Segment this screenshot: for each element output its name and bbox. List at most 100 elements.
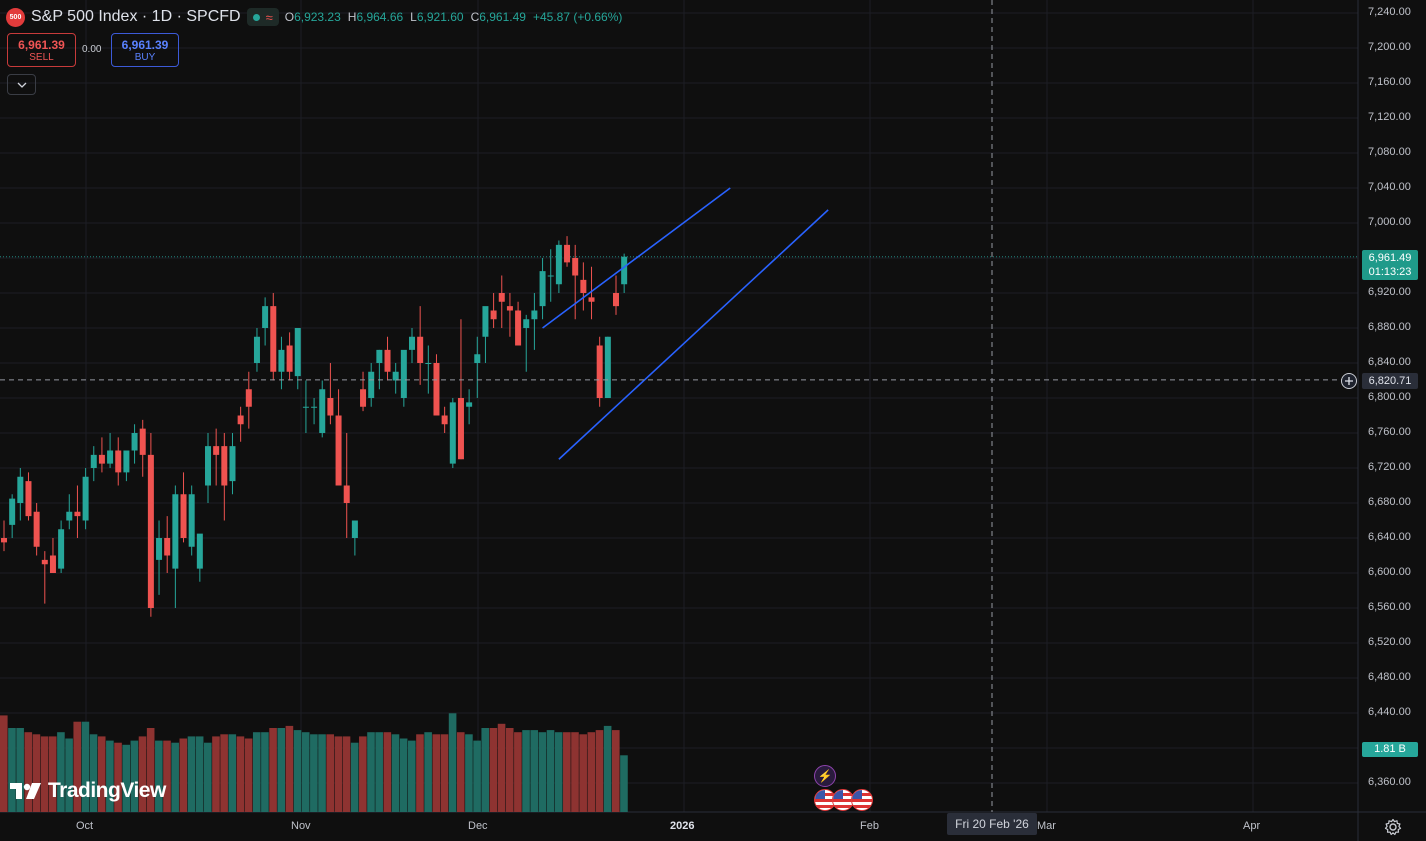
candle-body[interactable] <box>66 511 73 521</box>
candle-body[interactable] <box>9 498 16 525</box>
candle-body[interactable] <box>466 402 473 407</box>
candle-body[interactable] <box>506 306 513 311</box>
candle-body[interactable] <box>205 446 211 486</box>
tradingview-logo[interactable]: TradingView <box>10 779 166 803</box>
us-flag-event-icon[interactable] <box>851 789 873 811</box>
candle-body[interactable] <box>539 271 546 307</box>
candle-body[interactable] <box>139 428 146 455</box>
candle-body[interactable] <box>498 293 505 302</box>
settings-gear-icon[interactable] <box>1384 818 1402 836</box>
candle-body[interactable] <box>74 511 81 517</box>
candle-body[interactable] <box>115 450 122 473</box>
volume-bar <box>228 734 237 812</box>
volume-bar <box>138 736 147 812</box>
candle-body[interactable] <box>221 446 228 486</box>
candle-body[interactable] <box>409 336 415 350</box>
time-tick-label: Apr <box>1243 820 1261 832</box>
candle-body[interactable] <box>82 476 89 521</box>
candle-body[interactable] <box>621 256 628 285</box>
candle-body[interactable] <box>343 485 350 504</box>
candle-body[interactable] <box>253 336 260 363</box>
candle-body[interactable] <box>278 349 285 372</box>
price-tick-label: 6,720.00 <box>1368 461 1411 473</box>
trendline-upper[interactable] <box>542 187 731 329</box>
candle-body[interactable] <box>188 494 195 547</box>
candle-body[interactable] <box>98 454 105 464</box>
candle-body[interactable] <box>311 406 318 408</box>
candle-body[interactable] <box>245 389 252 407</box>
candle-body[interactable] <box>555 244 562 285</box>
candle-body[interactable] <box>572 258 579 276</box>
candle-body[interactable] <box>425 363 432 364</box>
candle-body[interactable] <box>531 310 538 320</box>
candle-body[interactable] <box>156 538 163 560</box>
volume-bar <box>603 725 612 812</box>
candle-body[interactable] <box>384 349 391 372</box>
market-status[interactable]: ≈ <box>246 8 279 26</box>
candle-body[interactable] <box>123 450 130 473</box>
candle-body[interactable] <box>596 345 603 399</box>
lightning-event-icon[interactable]: ⚡ <box>814 765 836 787</box>
candle-body[interactable] <box>482 306 489 337</box>
volume-bar <box>24 732 33 812</box>
collapse-legend-button[interactable] <box>7 74 36 95</box>
symbol-title[interactable]: S&P 500 Index · 1D · SPCFD <box>31 8 241 25</box>
candle-body[interactable] <box>327 398 334 416</box>
candle-body[interactable] <box>335 415 342 486</box>
candle-body[interactable] <box>294 328 301 377</box>
candle-body[interactable] <box>580 279 587 293</box>
candle-body[interactable] <box>58 529 65 569</box>
candle-body[interactable] <box>172 494 179 569</box>
candle-body[interactable] <box>41 559 48 565</box>
candle-body[interactable] <box>547 275 554 277</box>
buy-price: 6,961.39 <box>121 37 169 52</box>
candle-body[interactable] <box>360 389 367 407</box>
candle-body[interactable] <box>147 454 154 608</box>
candle-body[interactable] <box>302 406 309 408</box>
candle-body[interactable] <box>90 454 97 468</box>
candle-body[interactable] <box>368 371 375 398</box>
candle-body[interactable] <box>564 244 571 263</box>
candle-body[interactable] <box>286 345 293 372</box>
candle-body[interactable] <box>400 349 407 398</box>
candle-body[interactable] <box>270 306 277 372</box>
change-value: +45.87 (+0.66%) <box>532 10 623 24</box>
candle-body[interactable] <box>449 402 456 464</box>
candle-body[interactable] <box>604 336 611 398</box>
candle-body[interactable] <box>523 319 530 328</box>
candle-body[interactable] <box>474 354 481 363</box>
candle-body[interactable] <box>433 363 440 416</box>
candle-body[interactable] <box>213 446 220 455</box>
candle-body[interactable] <box>441 415 448 425</box>
candle-body[interactable] <box>180 494 187 538</box>
buy-button[interactable]: 6,961.39 BUY <box>111 33 179 67</box>
candle-body[interactable] <box>351 520 358 539</box>
add-alert-plus-icon[interactable] <box>1340 372 1358 390</box>
candle-body[interactable] <box>515 310 522 346</box>
candle-body[interactable] <box>457 398 464 460</box>
candle-body[interactable] <box>376 349 383 363</box>
candle-body[interactable] <box>131 433 138 451</box>
candle-body[interactable] <box>417 336 424 363</box>
volume-bar <box>408 740 416 812</box>
sell-button[interactable]: 6,961.39 SELL <box>7 33 76 67</box>
candle-body[interactable] <box>17 476 24 503</box>
candle-body[interactable] <box>164 538 171 556</box>
candle-body[interactable] <box>319 389 326 433</box>
trendline-lower[interactable] <box>558 209 829 460</box>
candle-body[interactable] <box>262 306 269 328</box>
candle-body[interactable] <box>392 371 399 381</box>
candle-body[interactable] <box>229 446 236 482</box>
candle-body[interactable] <box>107 450 114 464</box>
candle-body[interactable] <box>1 538 7 543</box>
candle-body[interactable] <box>25 481 32 517</box>
symbol-logo-icon[interactable]: 500 <box>6 7 25 27</box>
candle-body[interactable] <box>196 533 203 569</box>
candle-body[interactable] <box>33 511 40 547</box>
candle-body[interactable] <box>588 297 595 302</box>
candle-body[interactable] <box>49 555 56 574</box>
candle-body[interactable] <box>237 415 244 425</box>
candle-body[interactable] <box>490 310 497 320</box>
candle-body[interactable] <box>613 293 619 307</box>
